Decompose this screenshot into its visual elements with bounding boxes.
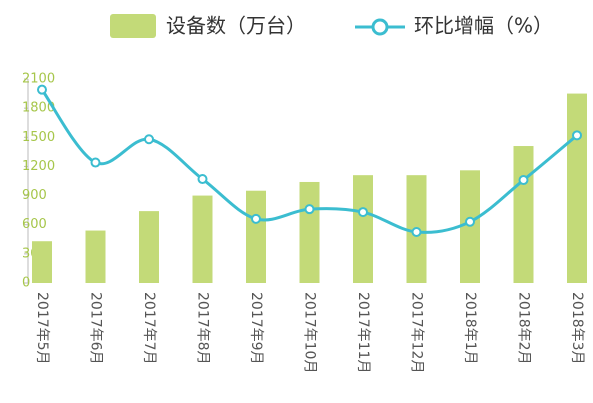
- x-tick-label: 2018年1月: [462, 292, 478, 365]
- x-tick-label: 2017年11月: [355, 292, 371, 373]
- x-tick-label: 2017年7月: [141, 292, 157, 365]
- y-tick-label: 0: [22, 276, 30, 291]
- legend-label: 设备数（万台）: [166, 14, 306, 38]
- line-marker: [90, 157, 101, 168]
- y-tick-label: 2100: [22, 72, 55, 87]
- y-tick-label: 900: [22, 188, 47, 203]
- bar: [192, 195, 213, 283]
- line-marker: [37, 84, 47, 95]
- line-marker: [358, 207, 368, 218]
- y-tick-label: 1200: [22, 159, 55, 174]
- bar: [32, 241, 52, 283]
- y-tick-label: 600: [22, 217, 47, 232]
- line-marker: [197, 174, 208, 185]
- y-tick-label: 1500: [22, 130, 55, 145]
- x-tick-label: 2017年8月: [195, 292, 211, 365]
- bar: [567, 93, 587, 283]
- x-tick-label: 2017年6月: [88, 292, 104, 365]
- line-marker: [251, 213, 261, 224]
- bar: [85, 230, 106, 283]
- x-tick-label: 2017年10月: [302, 292, 318, 373]
- x-tick-label: 2017年5月: [34, 292, 50, 365]
- y-tick-label: 1800: [22, 101, 55, 116]
- bar: [513, 146, 534, 283]
- bar: [139, 211, 159, 283]
- line-marker: [465, 216, 475, 227]
- x-tick-label: 2018年3月: [569, 292, 585, 365]
- x-tick-label: 2017年12月: [409, 292, 425, 373]
- line-marker: [144, 134, 154, 145]
- x-tick-label: 2017年9月: [248, 292, 264, 365]
- bar: [299, 181, 320, 283]
- bar: [246, 190, 266, 283]
- legend-label: 环比增幅（%）: [414, 14, 553, 38]
- line-marker: [411, 227, 422, 237]
- line-marker: [572, 130, 582, 141]
- bar: [353, 175, 373, 283]
- line-marker: [304, 204, 315, 215]
- legend-swatch-marker: [371, 18, 389, 36]
- line-marker: [518, 175, 529, 186]
- legend-swatch-bars: [110, 14, 156, 38]
- x-tick-label: 2018年2月: [516, 292, 532, 365]
